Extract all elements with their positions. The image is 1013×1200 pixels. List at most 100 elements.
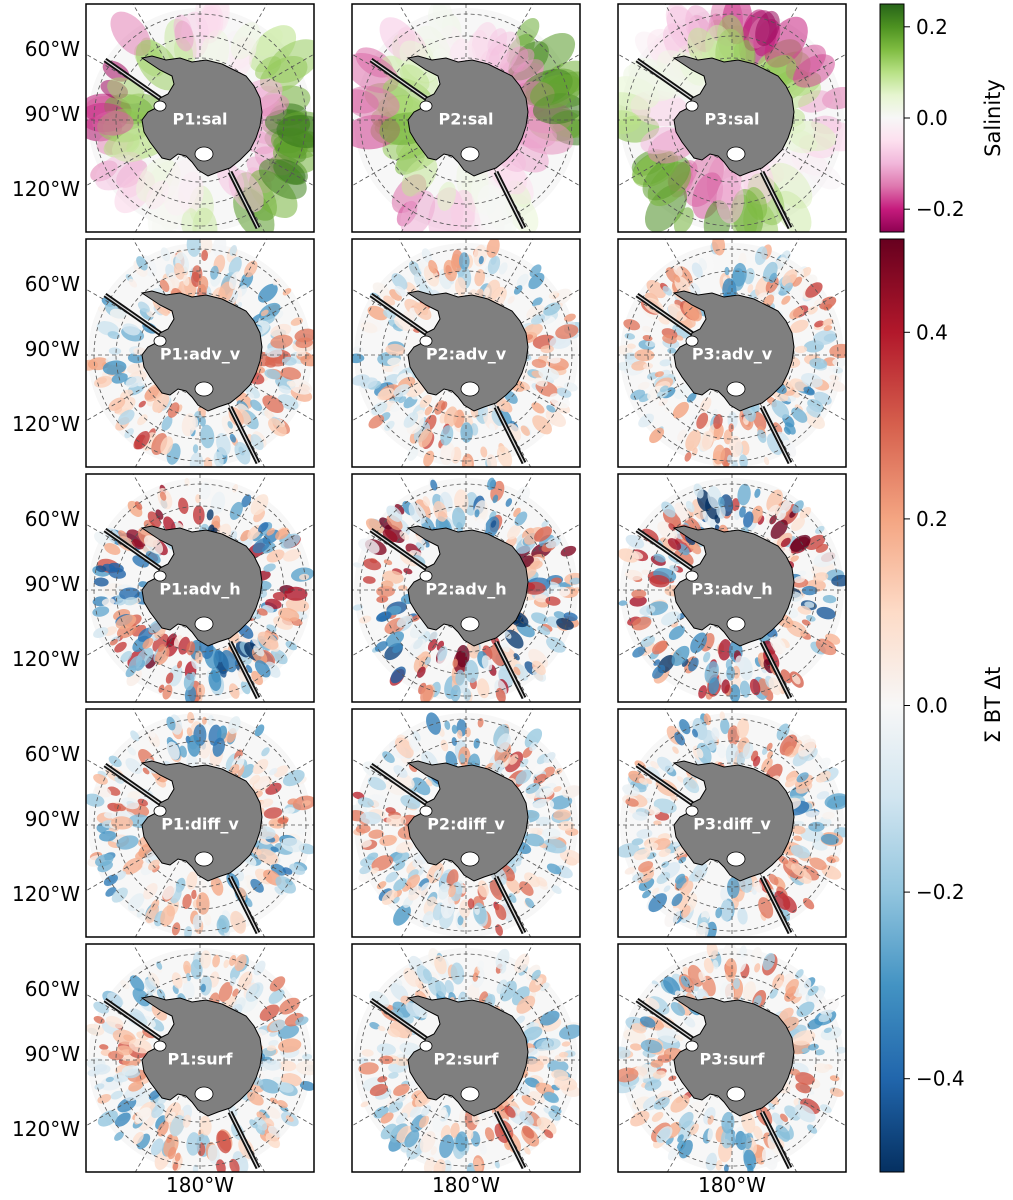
- latitude-line: [137, 527, 263, 653]
- field-patch: [455, 1131, 468, 1152]
- field-patch: [282, 549, 301, 562]
- field-patch: [658, 398, 668, 407]
- field-patch: [533, 773, 547, 785]
- field-patch: [208, 670, 222, 692]
- field-patch: [750, 505, 763, 524]
- field-patch: [519, 758, 529, 768]
- field-patch: [258, 158, 307, 200]
- field-patch: [640, 635, 655, 648]
- field-patch: [823, 325, 833, 331]
- field-patch: [444, 720, 451, 730]
- field-patch: [524, 728, 543, 748]
- latitude-line: [403, 292, 529, 418]
- field-patch: [127, 746, 137, 756]
- field-patch: [814, 1049, 825, 1056]
- field-patch: [790, 844, 811, 859]
- field-patch: [371, 855, 394, 871]
- field-patch: [408, 638, 427, 658]
- field-patch: [381, 580, 394, 589]
- field-patch: [623, 319, 641, 331]
- field-patch: [631, 589, 647, 599]
- field-patch: [705, 1152, 718, 1171]
- field-patch: [192, 914, 202, 930]
- field-patch: [217, 281, 234, 304]
- field-patch: [813, 298, 823, 306]
- transect-line-core: [370, 59, 435, 105]
- field-patch: [97, 306, 107, 313]
- field-patch: [674, 731, 685, 746]
- field-patch: [618, 110, 641, 135]
- transect-line-core: [370, 294, 435, 340]
- antarctica-land: [406, 525, 529, 647]
- field-patch: [533, 763, 547, 775]
- field-patch: [689, 1123, 699, 1136]
- field-patch: [529, 741, 538, 752]
- field-patch: [421, 1105, 431, 1117]
- y-tick-label: 90°W: [25, 807, 80, 831]
- field-patch: [664, 907, 681, 928]
- field-patch: [768, 1102, 775, 1110]
- field-patch: [419, 394, 432, 408]
- map-field: [352, 4, 580, 232]
- field-patch: [630, 1043, 642, 1051]
- field-patch: [703, 651, 711, 663]
- field-patch: [791, 407, 808, 423]
- field-patch: [392, 861, 406, 871]
- panel-frame: [617, 3, 847, 233]
- field-patch: [435, 980, 447, 998]
- field-patch: [451, 724, 458, 734]
- field-patch: [437, 181, 456, 211]
- ice-shelf: [460, 851, 480, 867]
- field-patch: [551, 885, 562, 895]
- field-patch: [457, 915, 464, 926]
- field-patch: [115, 598, 126, 606]
- field-patch: [753, 411, 767, 431]
- field-patch: [206, 509, 214, 521]
- field-patch: [212, 954, 220, 968]
- map-panel: P1:adv_h: [85, 473, 315, 703]
- field-patch: [110, 1090, 124, 1100]
- field-patch: [663, 885, 671, 893]
- field-patch: [418, 1115, 430, 1128]
- field-patch: [241, 494, 252, 508]
- field-patch: [653, 553, 666, 563]
- field-patch: [229, 245, 237, 256]
- field-patch: [524, 1077, 540, 1088]
- field-patch: [720, 718, 730, 735]
- field-patch: [618, 843, 640, 858]
- field-patch: [252, 537, 271, 554]
- field-patch: [721, 1128, 733, 1149]
- field-patch: [814, 320, 825, 328]
- field-patch: [809, 358, 828, 369]
- field-patch: [516, 995, 536, 1014]
- field-patch: [675, 335, 684, 341]
- field-patch: [367, 776, 387, 791]
- field-patch: [289, 863, 306, 875]
- field-patch: [258, 283, 278, 303]
- field-patch: [107, 331, 120, 340]
- antarctica-land: [406, 760, 529, 882]
- colorbar: 0.2 0.0 −0.2 Salinity: [879, 3, 1005, 233]
- transect-line-core: [104, 59, 169, 105]
- field-patch: [525, 897, 535, 909]
- field-patch: [680, 975, 690, 988]
- field-patch: [181, 208, 199, 232]
- field-patch: [162, 684, 173, 700]
- field-patch: [262, 395, 284, 414]
- field-patch: [97, 1110, 118, 1127]
- field-patch: [159, 491, 167, 501]
- panel-label: P1:sal: [172, 110, 227, 129]
- field-patch: [131, 538, 144, 550]
- field-patch: [823, 1027, 832, 1033]
- field-patch: [712, 959, 719, 970]
- field-patch: [157, 1121, 169, 1137]
- field-patch: [103, 812, 115, 819]
- field-patch: [698, 971, 706, 983]
- colorbar-tick-label: 0.4: [916, 320, 948, 344]
- field-patch: [556, 617, 574, 631]
- colorbar-tick-label: 0.2: [916, 15, 948, 39]
- field-patch: [138, 400, 146, 408]
- y-tick-label: 120°W: [12, 882, 80, 906]
- field-patch: [727, 454, 733, 464]
- transect-line-core: [636, 999, 701, 1045]
